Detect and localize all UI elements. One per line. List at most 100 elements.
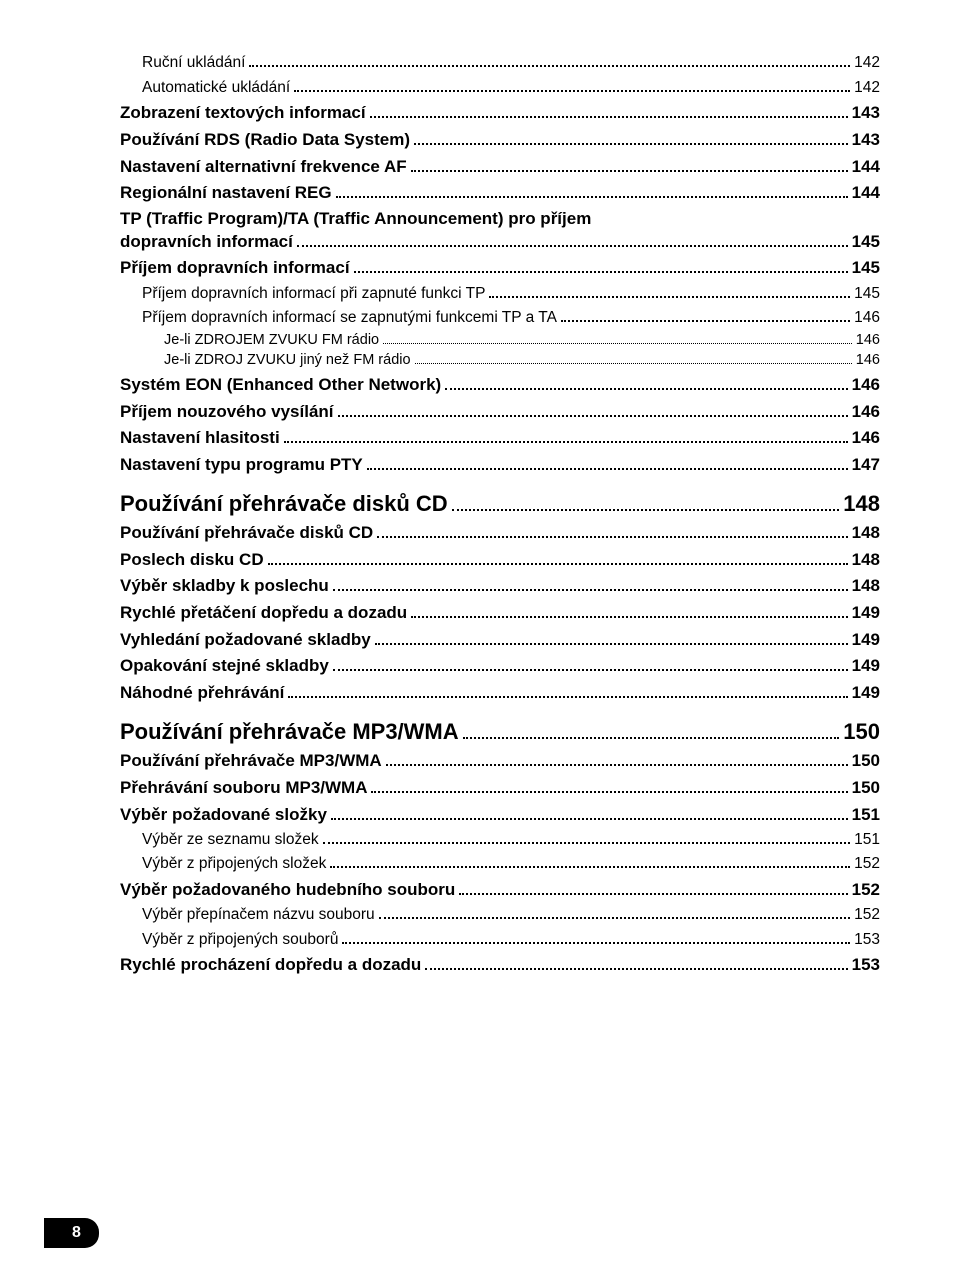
toc-leader [375, 629, 848, 645]
toc-leader [333, 576, 848, 592]
page-number: 8 [72, 1224, 81, 1241]
toc-page: 146 [852, 402, 880, 422]
toc-leader [354, 258, 848, 274]
table-of-contents: Ruční ukládání142Automatické ukládání142… [120, 53, 880, 975]
toc-entry: dopravních informací145 [120, 231, 880, 252]
toc-label: Zobrazení textových informací [120, 103, 366, 123]
toc-entry: Ruční ukládání 142 [142, 53, 880, 72]
toc-leader [367, 454, 848, 470]
toc-page: 150 [852, 778, 880, 798]
toc-entry: Výběr požadovaného hudebního souboru152 [120, 879, 880, 900]
toc-label: Výběr ze seznamu složek [142, 831, 319, 849]
toc-label: Ruční ukládání [142, 54, 245, 72]
toc-label: Náhodné přehrávání [120, 683, 284, 703]
toc-entry: Používání přehrávače MP3/WMA 150 [120, 751, 880, 772]
toc-page: 143 [852, 130, 880, 150]
toc-label: Rychlé procházení dopředu a dozadu [120, 955, 421, 975]
toc-page: 145 [852, 258, 880, 278]
toc-entry: Systém EON (Enhanced Other Network) 146 [120, 374, 880, 395]
toc-leader [415, 352, 852, 365]
toc-leader [425, 955, 847, 971]
toc-leader [561, 308, 850, 322]
toc-leader [331, 804, 848, 820]
toc-page: 146 [852, 428, 880, 448]
toc-entry: Poslech disku CD 148 [120, 549, 880, 570]
toc-label: Je-li ZDROJ ZVUKU jiný než FM rádio [164, 352, 411, 368]
toc-entry: Výběr skladby k poslechu148 [120, 576, 880, 597]
toc-page: 146 [856, 352, 880, 368]
toc-page: 146 [856, 332, 880, 348]
toc-entry: Rychlé přetáčení dopředu a dozadu149 [120, 602, 880, 623]
toc-leader [411, 156, 848, 172]
toc-entry: Náhodné přehrávání 149 [120, 682, 880, 703]
toc-entry: Zobrazení textových informací 143 [120, 103, 880, 124]
page-number-tab: 8 [44, 1218, 99, 1248]
toc-leader [284, 428, 848, 444]
toc-entry: Opakování stejné skladby 149 [120, 656, 880, 677]
toc-leader [294, 77, 850, 91]
toc-page: 146 [852, 375, 880, 395]
toc-entry: Regionální nastavení REG144 [120, 183, 880, 204]
toc-page: 151 [854, 831, 880, 849]
toc-page: 143 [852, 103, 880, 123]
toc-leader [463, 719, 840, 739]
toc-page: 150 [852, 751, 880, 771]
toc-page: 149 [852, 683, 880, 703]
toc-label: Používání přehrávače MP3/WMA [120, 751, 382, 771]
toc-leader [377, 523, 847, 539]
toc-label: Výběr požadované složky [120, 805, 327, 825]
toc-label: Používání přehrávače disků CD [120, 523, 373, 543]
toc-entry: Příjem dopravních informací při zapnuté … [142, 283, 880, 302]
toc-page: 151 [852, 805, 880, 825]
toc-label: Opakování stejné skladby [120, 656, 329, 676]
toc-label: Poslech disku CD [120, 550, 264, 570]
toc-entry: Výběr z připojených složek152 [142, 854, 880, 873]
toc-label: Nastavení alternativní frekvence AF [120, 157, 407, 177]
toc-label: Vyhledání požadované skladby [120, 630, 371, 650]
toc-label: 2.Používání přehrávače disků CD [120, 491, 448, 517]
toc-page: 152 [852, 880, 880, 900]
toc-leader [330, 854, 850, 868]
toc-label: Výběr přepínačem názvu souboru [142, 906, 375, 924]
toc-label: Příjem nouzového vysílání [120, 402, 334, 422]
toc-label: Nastavení typu programu PTY [120, 455, 363, 475]
toc-entry: Používání přehrávače disků CD148 [120, 523, 880, 544]
toc-label: Rychlé přetáčení dopředu a dozadu [120, 603, 407, 623]
toc-entry: Vyhledání požadované skladby 149 [120, 629, 880, 650]
toc-leader [336, 183, 848, 199]
toc-entry: Výběr přepínačem názvu souboru152 [142, 905, 880, 924]
toc-label: Regionální nastavení REG [120, 183, 332, 203]
toc-label: Příjem dopravních informací se zapnutými… [142, 309, 557, 327]
toc-leader [370, 103, 848, 119]
toc-leader [333, 656, 848, 672]
toc-entry: Příjem nouzového vysílání 146 [120, 401, 880, 422]
toc-leader [297, 231, 848, 247]
toc-label: Systém EON (Enhanced Other Network) [120, 375, 441, 395]
toc-leader [459, 879, 847, 895]
toc-page: 142 [854, 54, 880, 72]
toc-leader [383, 331, 852, 344]
toc-leader [411, 602, 847, 618]
toc-leader [288, 682, 847, 698]
toc-page: 149 [852, 630, 880, 650]
toc-page: 150 [843, 719, 880, 745]
toc-page: 149 [852, 656, 880, 676]
toc-label: Příjem dopravních informací [120, 258, 350, 278]
toc-leader [342, 929, 850, 943]
toc-leader [445, 374, 847, 390]
toc-entry: Výběr ze seznamu složek 151 [142, 830, 880, 849]
toc-label: TP (Traffic Program)/TA (Traffic Announc… [120, 209, 591, 229]
toc-leader [489, 283, 850, 297]
toc-leader [249, 53, 850, 67]
toc-label: Je-li ZDROJEM ZVUKU FM rádio [164, 332, 379, 348]
toc-entry: Je-li ZDROJEM ZVUKU FM rádio 146 [164, 331, 880, 348]
toc-page: 148 [852, 550, 880, 570]
toc-label: Nastavení hlasitosti [120, 428, 280, 448]
toc-entry: Výběr požadované složky 151 [120, 804, 880, 825]
toc-page: 144 [852, 157, 880, 177]
toc-leader [452, 491, 840, 511]
toc-page: 142 [854, 79, 880, 97]
toc-label: Výběr skladby k poslechu [120, 576, 329, 596]
toc-entry: Používání RDS (Radio Data System)143 [120, 129, 880, 150]
toc-label: 3.Používání přehrávače MP3/WMA [120, 719, 459, 745]
